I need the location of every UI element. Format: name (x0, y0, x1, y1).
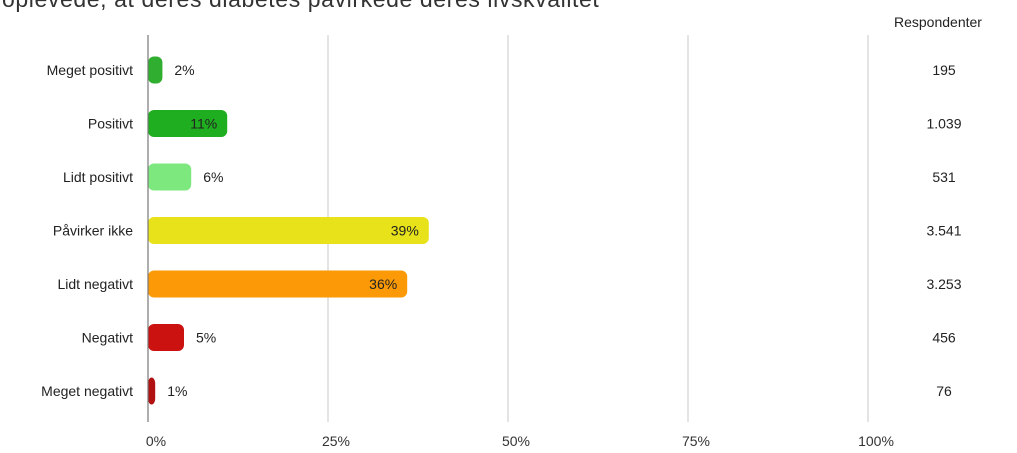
x-tick-label: 100% (858, 433, 894, 449)
value-label: 36% (369, 276, 397, 292)
respondent-count: 3.253 (926, 276, 961, 292)
value-label: 39% (391, 223, 419, 239)
respondent-count: 3.541 (926, 223, 961, 239)
value-label: 2% (174, 62, 194, 78)
category-label: Positivt (88, 116, 133, 132)
category-label: Meget negativt (41, 383, 133, 399)
category-label: Negativt (82, 330, 133, 346)
value-label: 5% (196, 330, 216, 346)
x-tick-label: 0% (146, 433, 166, 449)
respondent-count: 456 (932, 330, 956, 346)
respondent-count: 76 (936, 383, 952, 399)
respondent-count: 1.039 (926, 116, 961, 132)
bar (148, 56, 163, 84)
bar (148, 110, 228, 137)
category-label: Meget positivt (47, 62, 133, 78)
chart-title: oplevede, at deres diabetes påvirkede de… (2, 0, 599, 13)
respondent-count: 195 (932, 62, 956, 78)
bar (148, 217, 429, 244)
value-label: 6% (203, 169, 223, 185)
respondents-header: Respondenter (894, 14, 982, 30)
value-label: 11% (190, 116, 217, 132)
bar (148, 377, 156, 405)
bar (148, 270, 408, 298)
category-label: Lidt positivt (63, 169, 133, 185)
x-tick-label: 25% (322, 433, 350, 449)
bar (148, 324, 184, 351)
value-label: 1% (167, 383, 187, 399)
category-label: Lidt negativt (58, 276, 134, 292)
x-tick-label: 75% (682, 433, 710, 449)
bar (148, 163, 192, 191)
category-label: Påvirker ikke (53, 223, 133, 239)
respondent-count: 531 (932, 169, 956, 185)
x-tick-label: 50% (502, 433, 530, 449)
